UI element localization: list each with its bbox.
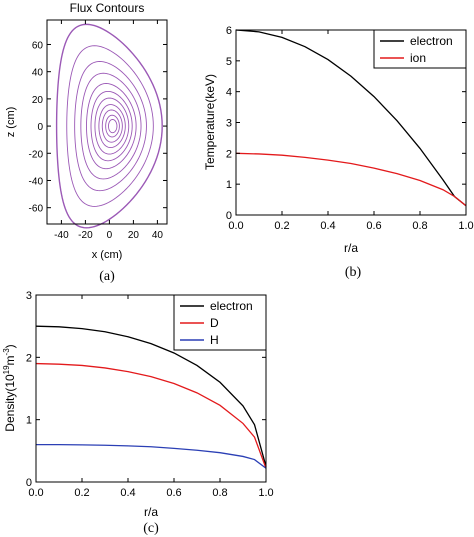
panel-c-series-h-line — [36, 443, 267, 469]
panel-b-temperature: 0.0 0.2 0.4 0.6 0.8 1.0 0 1 2 3 4 5 6 electron ion r… — [203, 25, 474, 280]
panel-b-x-tick-label: 0.6 — [366, 220, 381, 232]
panel-a-x-tick-label: 0 — [107, 230, 113, 241]
panel-a-y-tick-label: -60 — [29, 204, 44, 215]
panel-b-legend: electron ion — [373, 29, 467, 69]
panel-b-series-electron-line — [235, 29, 467, 207]
panel-c-x-ticks: 0.0 0.2 0.4 0.6 0.8 1.0 — [28, 295, 274, 499]
panel-c-y-label-exp1: 19 — [2, 365, 11, 374]
flux-contour-4 — [80, 72, 142, 180]
panel-a-x-ticks: -40 -20 0 20 40 — [54, 20, 163, 241]
flux-contour-9 — [101, 109, 123, 143]
flux-contour-1 — [55, 23, 163, 229]
panel-c-y-ticks: 0 1 2 3 — [26, 290, 266, 489]
panel-a-y-ticks: -60 -40 -20 0 20 40 60 — [29, 40, 167, 215]
panel-b-x-axis-label: r/a — [344, 241, 358, 255]
panel-c-y-tick-label: 1 — [26, 415, 32, 427]
panel-b-x-tick-label: 0.0 — [228, 220, 243, 232]
panel-a-x-tick-label: -20 — [78, 230, 93, 241]
panel-a-y-tick-label: 20 — [32, 95, 44, 106]
flux-contour-5 — [86, 83, 137, 170]
panel-b-y-tick-label: 4 — [226, 87, 232, 99]
panel-c-label: (c) — [143, 521, 159, 536]
flux-contour-10 — [105, 114, 120, 138]
panel-c-y-label-end: ) — [3, 344, 17, 348]
panel-c-x-tick-label: 0.8 — [212, 487, 227, 499]
panel-c-series-lines — [35, 325, 267, 469]
panel-a-x-axis-label: x (cm) — [92, 249, 123, 261]
panel-c-y-tick-label: 0 — [26, 477, 32, 489]
flux-contour-2 — [66, 45, 154, 207]
panel-b-y-axis-label: Temperature(keV) — [203, 74, 217, 170]
panel-b-legend-label-ion: ion — [410, 51, 426, 65]
panel-a-y-tick-label: 40 — [32, 68, 44, 79]
panel-b-y-tick-label: 0 — [226, 210, 232, 222]
panel-c-y-tick-label: 2 — [26, 352, 32, 364]
flux-contour-7 — [94, 97, 130, 155]
panel-c-series-electron-line — [35, 325, 267, 467]
panel-a-y-tick-label: 60 — [32, 40, 44, 51]
flux-contour-group — [55, 23, 163, 229]
panel-b-legend-label-electron: electron — [410, 34, 453, 48]
panel-c-y-label-exp2: -3 — [2, 348, 11, 356]
panel-c-x-tick-label: 1.0 — [258, 487, 273, 499]
panel-b-y-tick-label: 5 — [226, 56, 232, 68]
panel-b-x-ticks: 0.0 0.2 0.4 0.6 0.8 1.0 — [228, 30, 474, 232]
panel-b-legend-box — [373, 29, 467, 69]
panel-a-flux-contours: Flux Contours -40 -20 0 20 40 -60 -40 -20 0 20 40… — [5, 1, 168, 284]
panel-c-y-label-base: Density(10 — [3, 374, 17, 432]
panel-b-y-tick-label: 1 — [226, 179, 232, 191]
panel-c-x-tick-label: 0.2 — [74, 487, 89, 499]
panel-a-title: Flux Contours — [70, 1, 145, 15]
panel-b-series-ion-line — [235, 152, 467, 207]
panel-a-axes-frame — [46, 19, 168, 225]
panel-a-y-axis-label: z (cm) — [5, 107, 17, 138]
panel-c-y-axis-label: Density(1019m-3) — [2, 344, 17, 431]
panel-b-y-tick-label: 3 — [226, 118, 232, 130]
panel-b-x-tick-label: 0.8 — [412, 220, 427, 232]
panel-b-y-tick-label: 2 — [226, 148, 232, 160]
panel-c-legend: electron DH — [173, 294, 267, 351]
panel-a-x-tick-label: 20 — [128, 230, 140, 241]
panel-b-x-tick-label: 1.0 — [458, 220, 473, 232]
panel-b-label: (b) — [345, 265, 362, 280]
flux-contour-11 — [108, 119, 118, 134]
panel-c-legend-label-d: D — [210, 316, 219, 330]
panel-c-y-tick-label: 3 — [26, 290, 32, 302]
flux-contour-3 — [74, 61, 147, 192]
panel-c-axes-frame — [35, 294, 267, 483]
flux-contour-6 — [90, 90, 133, 162]
panel-a-y-tick-label: -20 — [29, 149, 44, 160]
panel-a-y-tick-label: 0 — [37, 122, 43, 133]
panel-b-series-lines — [235, 29, 467, 207]
panel-c-legend-label-electron: electron — [210, 299, 253, 313]
panel-c-x-tick-label: 0.4 — [120, 487, 135, 499]
panel-b-x-tick-label: 0.2 — [274, 220, 289, 232]
panel-c-x-tick-label: 0.6 — [166, 487, 181, 499]
panel-c-x-tick-label: 0.0 — [28, 487, 43, 499]
panel-c-x-axis-label: r/a — [144, 505, 158, 519]
panel-b-y-tick-label: 6 — [226, 25, 232, 37]
panel-c-series-d-line — [35, 362, 267, 469]
panel-a-x-tick-label: -40 — [54, 230, 69, 241]
panel-c-legend-label-h: H — [210, 333, 219, 347]
panel-c-density: 0.0 0.2 0.4 0.6 0.8 1.0 0 1 2 3 electron DH r/a D… — [2, 290, 274, 536]
panel-a-label: (a) — [99, 269, 115, 284]
panel-c-y-label-mid: m — [3, 355, 17, 365]
panel-a-x-tick-label: 40 — [152, 230, 164, 241]
panel-b-x-tick-label: 0.4 — [320, 220, 335, 232]
flux-contour-8 — [98, 104, 126, 149]
panel-a-y-tick-label: -40 — [29, 176, 44, 187]
